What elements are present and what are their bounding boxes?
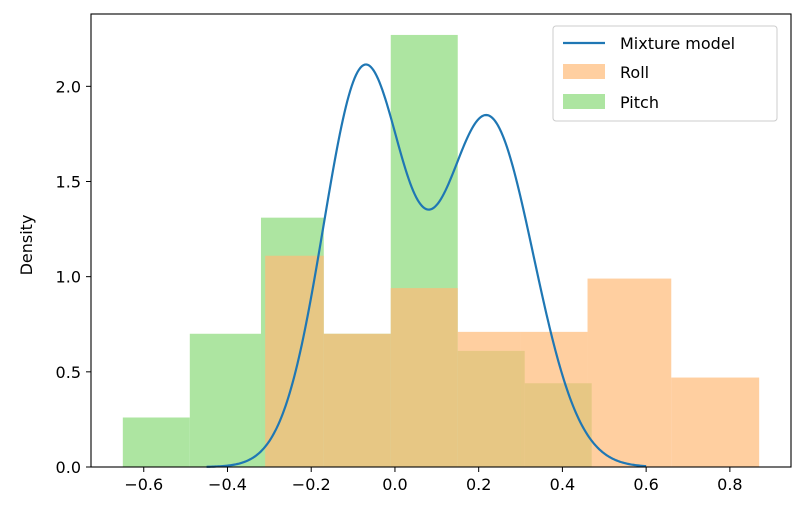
x-tick-label-0: −0.6 bbox=[124, 475, 163, 494]
y-tick-label-2: 1.0 bbox=[56, 268, 81, 287]
roll-bar-1 bbox=[323, 333, 391, 467]
y-tick-label-0: 0.0 bbox=[56, 458, 81, 477]
legend-frame bbox=[552, 25, 778, 122]
roll-bar-4 bbox=[520, 331, 588, 467]
legend-label-roll: Roll bbox=[620, 63, 649, 82]
x-tick-label-7: 0.8 bbox=[717, 475, 742, 494]
pitch-bar-0 bbox=[122, 417, 190, 467]
x-tick-label-5: 0.4 bbox=[550, 475, 575, 494]
mixture-model-line bbox=[206, 63, 647, 468]
x-tick-label-4: 0.2 bbox=[466, 475, 491, 494]
x-tick-label-6: 0.6 bbox=[633, 475, 658, 494]
x-tick-label-2: −0.2 bbox=[292, 475, 331, 494]
x-tick-label-3: 0.0 bbox=[382, 475, 407, 494]
roll-bar-6 bbox=[671, 377, 760, 467]
legend-label-mixture: Mixture model bbox=[620, 34, 735, 53]
legend-swatch-pitch bbox=[563, 94, 605, 109]
legend: Mixture model Roll Pitch bbox=[552, 25, 778, 122]
y-axis-label: Density bbox=[17, 215, 36, 276]
roll-bars bbox=[265, 255, 760, 467]
y-tick-label-4: 2.0 bbox=[56, 77, 81, 96]
roll-bar-2 bbox=[390, 288, 458, 467]
legend-swatch-roll bbox=[563, 64, 605, 79]
roll-bar-3 bbox=[457, 331, 521, 467]
pitch-bar-1 bbox=[189, 333, 261, 467]
plot-frame bbox=[90, 13, 792, 468]
x-axis-ticks: −0.6 −0.4 −0.2 0.0 0.2 0.4 0.6 0.8 bbox=[124, 467, 743, 494]
x-tick-label-1: −0.4 bbox=[208, 475, 247, 494]
roll-bar-5 bbox=[587, 278, 672, 467]
legend-label-pitch: Pitch bbox=[620, 93, 659, 112]
y-tick-label-1: 0.5 bbox=[56, 363, 81, 382]
y-axis-ticks: 0.0 0.5 1.0 1.5 2.0 bbox=[56, 77, 91, 477]
y-tick-label-3: 1.5 bbox=[56, 172, 81, 191]
